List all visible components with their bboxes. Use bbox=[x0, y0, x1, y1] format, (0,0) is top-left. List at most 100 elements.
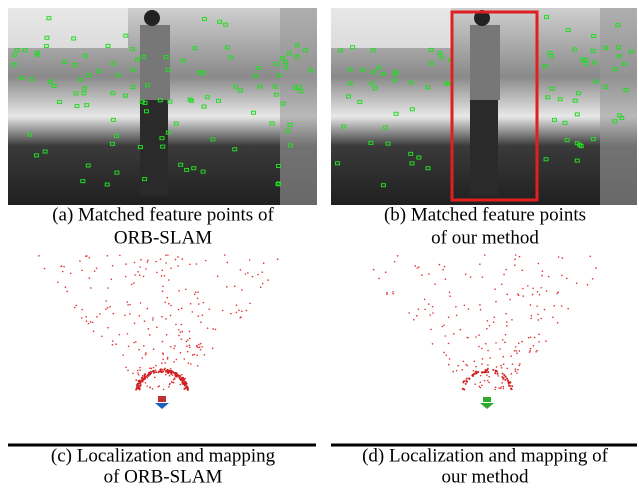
decor bbox=[439, 264, 441, 266]
camera-d bbox=[480, 397, 494, 409]
decor bbox=[105, 300, 107, 302]
decor bbox=[515, 254, 517, 256]
decor bbox=[38, 255, 40, 257]
decor bbox=[155, 369, 157, 371]
decor bbox=[192, 354, 194, 356]
decor bbox=[163, 389, 165, 391]
decor bbox=[183, 358, 185, 360]
decor bbox=[417, 267, 419, 269]
decor bbox=[542, 270, 544, 272]
decor bbox=[421, 274, 423, 276]
decor bbox=[79, 260, 81, 262]
decor bbox=[429, 314, 431, 316]
decor bbox=[511, 319, 513, 321]
decor bbox=[112, 344, 114, 346]
decor bbox=[277, 258, 279, 260]
decor bbox=[138, 380, 140, 382]
decor bbox=[537, 314, 539, 316]
decor bbox=[444, 266, 446, 268]
decor bbox=[212, 328, 214, 330]
decor bbox=[464, 305, 466, 307]
decor bbox=[472, 374, 474, 376]
decor bbox=[155, 365, 157, 367]
decor bbox=[115, 343, 117, 345]
decor bbox=[180, 324, 182, 326]
decor bbox=[135, 389, 137, 391]
decor bbox=[452, 371, 454, 373]
decor bbox=[109, 306, 111, 308]
decor bbox=[178, 329, 180, 331]
decor bbox=[175, 259, 177, 261]
decor bbox=[487, 368, 489, 370]
decor bbox=[127, 333, 129, 335]
decor bbox=[182, 258, 184, 260]
decor bbox=[386, 292, 388, 294]
decor bbox=[529, 351, 531, 353]
decor bbox=[475, 371, 477, 373]
decor bbox=[236, 312, 238, 314]
decor bbox=[205, 260, 207, 262]
decor bbox=[99, 313, 101, 315]
decor bbox=[557, 322, 559, 324]
decor bbox=[516, 372, 518, 374]
decor bbox=[142, 357, 144, 359]
decor bbox=[241, 289, 243, 291]
decor bbox=[139, 315, 141, 317]
decor bbox=[162, 358, 164, 360]
decor bbox=[162, 341, 164, 343]
decor bbox=[96, 316, 98, 318]
decor bbox=[530, 336, 532, 338]
decor bbox=[247, 272, 249, 274]
decor bbox=[139, 367, 141, 369]
decor bbox=[127, 304, 129, 306]
decor bbox=[161, 363, 163, 365]
decor bbox=[62, 271, 64, 273]
decor bbox=[111, 279, 113, 281]
decor bbox=[148, 328, 150, 330]
decor bbox=[509, 385, 511, 387]
decor bbox=[162, 285, 164, 287]
decor bbox=[496, 366, 498, 368]
decor bbox=[506, 378, 508, 380]
decor bbox=[481, 385, 483, 387]
decor bbox=[487, 320, 489, 322]
decor bbox=[449, 358, 451, 360]
decor bbox=[487, 371, 489, 373]
decor bbox=[137, 271, 139, 273]
decor bbox=[202, 315, 204, 317]
decor bbox=[200, 321, 202, 323]
decor bbox=[466, 378, 468, 380]
decor bbox=[488, 382, 490, 384]
decor bbox=[386, 293, 388, 295]
decor bbox=[236, 304, 238, 306]
decor bbox=[186, 386, 188, 388]
decor bbox=[249, 303, 251, 305]
decor bbox=[505, 334, 507, 336]
decor bbox=[170, 315, 172, 317]
decor bbox=[506, 294, 508, 296]
decor bbox=[460, 329, 462, 331]
decor bbox=[222, 310, 224, 312]
decor bbox=[445, 278, 447, 280]
decor bbox=[535, 351, 537, 353]
decor bbox=[181, 381, 183, 383]
decor bbox=[456, 315, 458, 317]
decor bbox=[133, 282, 135, 284]
decor bbox=[432, 312, 434, 314]
decor bbox=[241, 311, 243, 313]
decor bbox=[463, 361, 465, 363]
decor bbox=[484, 254, 486, 256]
decor bbox=[540, 318, 542, 320]
decor bbox=[505, 313, 507, 315]
decor bbox=[514, 350, 516, 352]
decor bbox=[502, 356, 504, 358]
decor bbox=[190, 303, 192, 305]
decor bbox=[189, 338, 191, 340]
decor bbox=[142, 379, 144, 381]
decor bbox=[226, 286, 228, 288]
decor bbox=[168, 303, 170, 305]
decor bbox=[177, 265, 179, 267]
decor bbox=[494, 389, 496, 391]
decor bbox=[112, 340, 114, 342]
decor bbox=[538, 263, 540, 265]
